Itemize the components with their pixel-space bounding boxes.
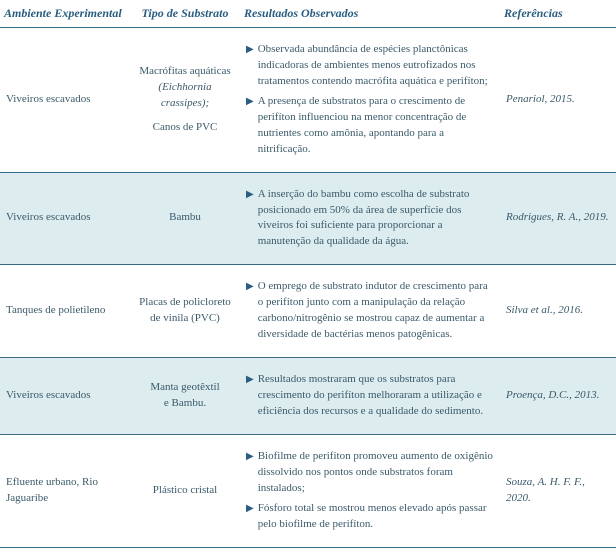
table-row: Viveiros escavados Bambu ▶ A inserção do…	[0, 172, 616, 265]
triangle-icon: ▶	[246, 449, 254, 497]
cell-resultados: ▶ Resultados mostraram que os substratos…	[240, 358, 500, 435]
substrate-line: Macrófitas aquáticas	[136, 64, 234, 80]
bullet-text: O emprego de substrato indutor de cresci…	[258, 279, 494, 343]
table-row: Efluente urbano, Rio Jaguaribe Plástico …	[0, 434, 616, 547]
cell-ambiente: Efluente urbano, Rio Jaguaribe	[0, 434, 130, 547]
cell-resultados: ▶ A inserção do bambu como escolha de su…	[240, 172, 500, 265]
cell-referencia: Proença, D.C., 2013.	[500, 358, 616, 435]
triangle-icon: ▶	[246, 372, 254, 420]
table-header-row: Ambiente Experimental Tipo de Substrato …	[0, 0, 616, 28]
col-header-referencias: Referências	[500, 0, 616, 28]
cell-referencia: Penariol, 2015.	[500, 28, 616, 173]
substrate-line: Plástico cristal	[136, 483, 234, 499]
bullet-item: ▶ A inserção do bambu como escolha de su…	[246, 187, 494, 251]
triangle-icon: ▶	[246, 187, 254, 251]
substrate-line: Bambu	[136, 210, 234, 226]
substrate-line: e Bambu.	[136, 396, 234, 412]
cell-resultados: ▶ Biofilme de perifíton promoveu aumento…	[240, 434, 500, 547]
table-body: Viveiros escavados Macrófitas aquáticas …	[0, 28, 616, 548]
cell-substrato: Plástico cristal	[130, 434, 240, 547]
bullet-item: ▶ Fósforo total se mostrou menos elevado…	[246, 501, 494, 533]
cell-referencia: Silva et al., 2016.	[500, 265, 616, 358]
triangle-icon: ▶	[246, 501, 254, 533]
table-row: Viveiros escavados Manta geotêxtil e Bam…	[0, 358, 616, 435]
col-header-ambiente: Ambiente Experimental	[0, 0, 130, 28]
cell-ambiente: Viveiros escavados	[0, 172, 130, 265]
bullet-text: A inserção do bambu como escolha de subs…	[258, 187, 494, 251]
triangle-icon: ▶	[246, 94, 254, 158]
cell-referencia: Souza, A. H. F. F., 2020.	[500, 434, 616, 547]
substrate-line-italic: (Eichhornia crassipes);	[136, 80, 234, 112]
substrate-line: de vinila (PVC)	[136, 311, 234, 327]
substrate-line: Canos de PVC	[136, 120, 234, 136]
cell-substrato: Placas de policloreto de vinila (PVC)	[130, 265, 240, 358]
triangle-icon: ▶	[246, 279, 254, 343]
triangle-icon: ▶	[246, 42, 254, 90]
bullet-text: Biofilme de perifíton promoveu aumento d…	[258, 449, 494, 497]
cell-ambiente: Viveiros escavados	[0, 28, 130, 173]
table-row: Viveiros escavados Macrófitas aquáticas …	[0, 28, 616, 173]
bullet-item: ▶ A presença de substratos para o cresci…	[246, 94, 494, 158]
bullet-text: Resultados mostraram que os substratos p…	[258, 372, 494, 420]
cell-substrato: Manta geotêxtil e Bambu.	[130, 358, 240, 435]
bullet-text: Observada abundância de espécies planctô…	[258, 42, 494, 90]
cell-resultados: ▶ O emprego de substrato indutor de cres…	[240, 265, 500, 358]
bullet-text: Fósforo total se mostrou menos elevado a…	[258, 501, 494, 533]
results-table: Ambiente Experimental Tipo de Substrato …	[0, 0, 616, 548]
cell-ambiente: Viveiros escavados	[0, 358, 130, 435]
cell-resultados: ▶ Observada abundância de espécies planc…	[240, 28, 500, 173]
col-header-resultados: Resultados Observados	[240, 0, 500, 28]
table-row: Tanques de polietileno Placas de policlo…	[0, 265, 616, 358]
substrate-line: Placas de policloreto	[136, 295, 234, 311]
cell-referencia: Rodrigues, R. A., 2019.	[500, 172, 616, 265]
bullet-text: A presença de substratos para o crescime…	[258, 94, 494, 158]
bullet-item: ▶ Biofilme de perifíton promoveu aumento…	[246, 449, 494, 497]
spacer	[136, 112, 234, 120]
bullet-item: ▶ Observada abundância de espécies planc…	[246, 42, 494, 90]
cell-substrato: Macrófitas aquáticas (Eichhornia crassip…	[130, 28, 240, 173]
bullet-item: ▶ Resultados mostraram que os substratos…	[246, 372, 494, 420]
col-header-substrato: Tipo de Substrato	[130, 0, 240, 28]
bullet-item: ▶ O emprego de substrato indutor de cres…	[246, 279, 494, 343]
cell-substrato: Bambu	[130, 172, 240, 265]
substrate-line: Manta geotêxtil	[136, 380, 234, 396]
cell-ambiente: Tanques de polietileno	[0, 265, 130, 358]
